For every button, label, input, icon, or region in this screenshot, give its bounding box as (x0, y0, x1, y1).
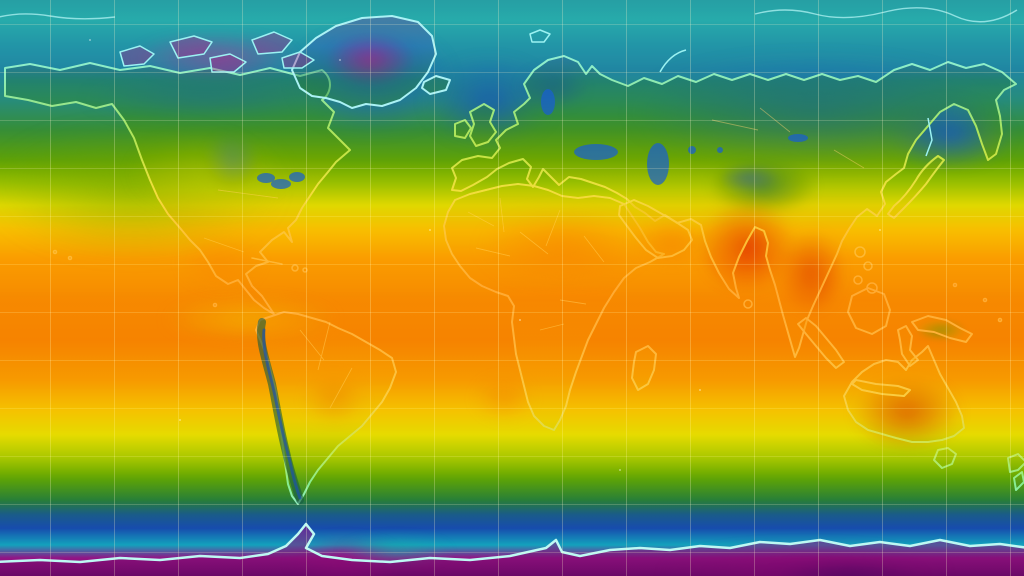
arabia-coastline (618, 199, 693, 259)
small-islands (52, 246, 1003, 323)
new-guinea-coastline (911, 315, 973, 343)
ireland-coastline (454, 119, 472, 139)
sulawesi-coastline (897, 325, 919, 367)
antarctica-coastline (0, 522, 1024, 576)
africa-coastline (443, 183, 665, 431)
speckle-noise (89, 39, 881, 471)
borneo-coastline (847, 287, 891, 335)
arctic-archipelago (119, 29, 933, 157)
sumatra-coastline (797, 317, 845, 369)
new-zealand-coastline (1007, 453, 1024, 491)
iceland-coastline (421, 75, 451, 95)
java-coastline (851, 379, 911, 397)
japan-coastline (887, 155, 945, 219)
sea-ice-edge (0, 7, 1018, 23)
black-sea (574, 144, 618, 160)
caspian-sea (647, 143, 669, 185)
greenland-coastline (291, 15, 437, 109)
baltic-sea (541, 89, 555, 115)
lakes-and-seas (257, 89, 808, 189)
uk-coastline (469, 103, 497, 147)
tasmania-coastline (933, 447, 957, 469)
andes-mountain-band (256, 318, 304, 504)
country-borders (203, 107, 865, 409)
madagascar-coastline (631, 345, 657, 391)
